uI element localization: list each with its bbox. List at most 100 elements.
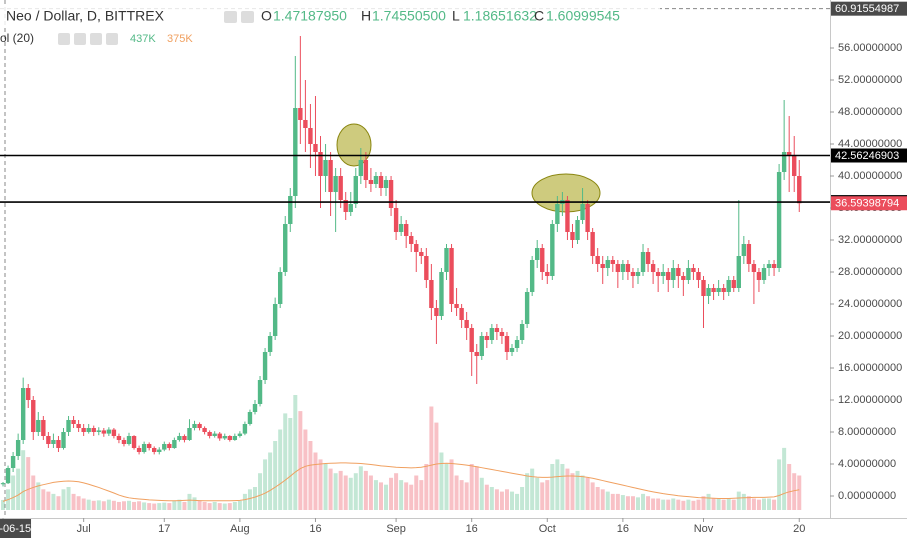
x-tick-label: Jul [77,523,91,535]
candle-body [550,224,555,276]
x-tick-label: 20 [793,523,805,535]
candle-body [172,440,177,448]
candle-body [711,288,716,292]
candle-body [283,224,288,272]
volume-bar [620,495,625,510]
y-tick-label: 24.00000000 [838,298,902,310]
volume-bar [560,464,565,510]
candle-body [414,244,419,252]
candle-body [146,444,152,448]
volume-bar [746,496,751,510]
y-tick-label: 44.00000000 [838,138,902,150]
volume-bar [484,484,489,510]
legend-icon[interactable] [58,33,70,45]
volume-bar [610,493,615,510]
candle-body [81,428,86,432]
volume-bar [46,491,51,510]
candle-body [111,429,117,436]
legend-icon[interactable] [106,33,118,45]
candle-body [726,280,731,292]
candle-body [610,260,615,264]
volume-bar [691,500,696,510]
candle-body [509,348,515,352]
volume-bar [212,501,217,510]
candle-body [797,176,802,204]
candle-body [786,152,792,156]
volume-bar [590,482,595,510]
candle-body [20,388,26,440]
volume-bar [303,429,308,510]
volume-bar [741,493,746,510]
candle-body [605,260,610,268]
y-tick-label: 20.00000000 [838,330,902,342]
candle-body [363,160,369,180]
volume-bar [767,498,772,510]
legend-icon[interactable] [74,33,86,45]
volume-bar [378,482,383,510]
volume-bar [469,464,474,510]
ohlc-value: 1.47187950 [273,8,347,24]
candle-body [303,120,308,128]
candle-body [514,340,520,348]
volume-bar [464,482,469,510]
volume-bar [419,480,424,510]
header-icon[interactable] [241,11,254,23]
candle-body [519,324,525,340]
legend-icon[interactable] [90,33,102,45]
volume-bar [479,477,484,510]
candle-body [449,248,454,304]
header-bg [0,4,660,28]
volume-bar [530,468,535,510]
header-icon[interactable] [224,11,237,23]
volume-bar [137,501,142,510]
candle-body [368,180,374,184]
volume-bar [772,499,777,510]
volume-value: 437K [130,33,156,45]
volume-bar [535,477,540,510]
volume-bar [439,452,444,510]
volume-bar [152,503,157,510]
x-tick-label: 16 [466,523,478,535]
volume-bar [797,475,802,510]
volume-bar [424,464,429,510]
candle-body [403,224,409,236]
candle-body [756,272,762,280]
candle-body [298,108,303,120]
candle-body [71,420,76,424]
volume-bar [252,487,257,510]
volume-bar [207,503,212,510]
candle-body [474,352,479,356]
candle-body [313,144,318,152]
volume-bar [31,475,36,510]
volume-bar [666,499,671,510]
volume-bar [409,484,414,510]
volume-bar [540,482,545,510]
candle-body [701,280,706,296]
candle-body [761,268,767,280]
volume-bar [671,498,676,510]
candle-body [776,172,782,268]
candle-body [126,436,132,444]
volume-bar [736,491,741,510]
candle-body [555,204,560,224]
volume-bar [217,503,222,510]
volume-bar [389,477,394,510]
candle-body [247,412,253,424]
candle-body [615,264,621,272]
candle-body [676,268,681,276]
y-tick-label: 0.00000000 [838,490,896,502]
volume-bar [323,464,328,510]
volume-bar [399,480,404,510]
candle-body [671,268,676,280]
candle-body [696,272,701,280]
volume-bar [358,466,363,510]
volume-bar [111,500,116,510]
candle-body [46,436,51,444]
candle-body [650,264,656,272]
candle-body [177,436,182,440]
candle-body [393,208,399,232]
hline-label-bg [831,148,907,163]
volume-bar [444,464,449,510]
volume-bar [434,422,439,510]
